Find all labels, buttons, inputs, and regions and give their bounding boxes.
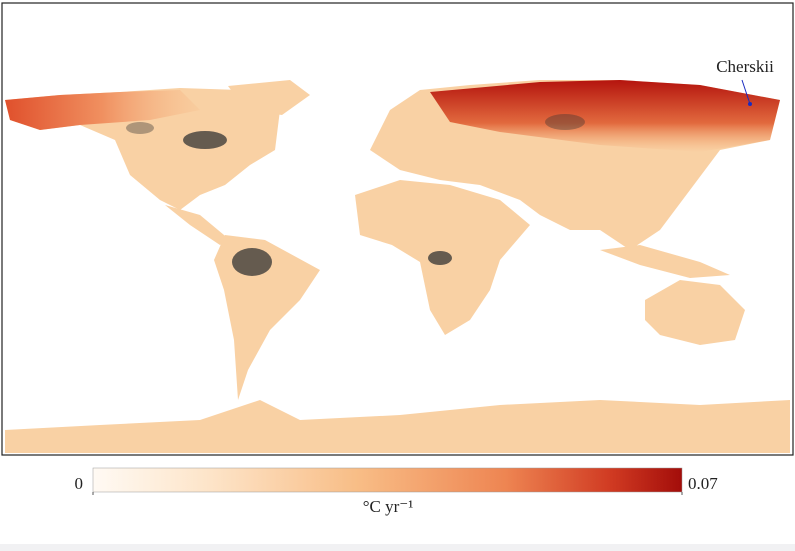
annotation: Cherskii xyxy=(716,57,774,76)
colorbar xyxy=(92,467,683,493)
colorbar-tick-label: 0 xyxy=(75,474,84,493)
masked-areas xyxy=(126,114,585,276)
annotation-point xyxy=(748,102,752,106)
warming-region xyxy=(5,90,200,130)
colorbar-label: °C yr⁻¹ xyxy=(363,497,414,516)
annotation-arrow xyxy=(741,79,751,105)
colorbar-tick-label: 0.07 xyxy=(688,474,718,493)
warming-hotspot xyxy=(430,80,780,152)
bottom-strip xyxy=(0,544,795,551)
